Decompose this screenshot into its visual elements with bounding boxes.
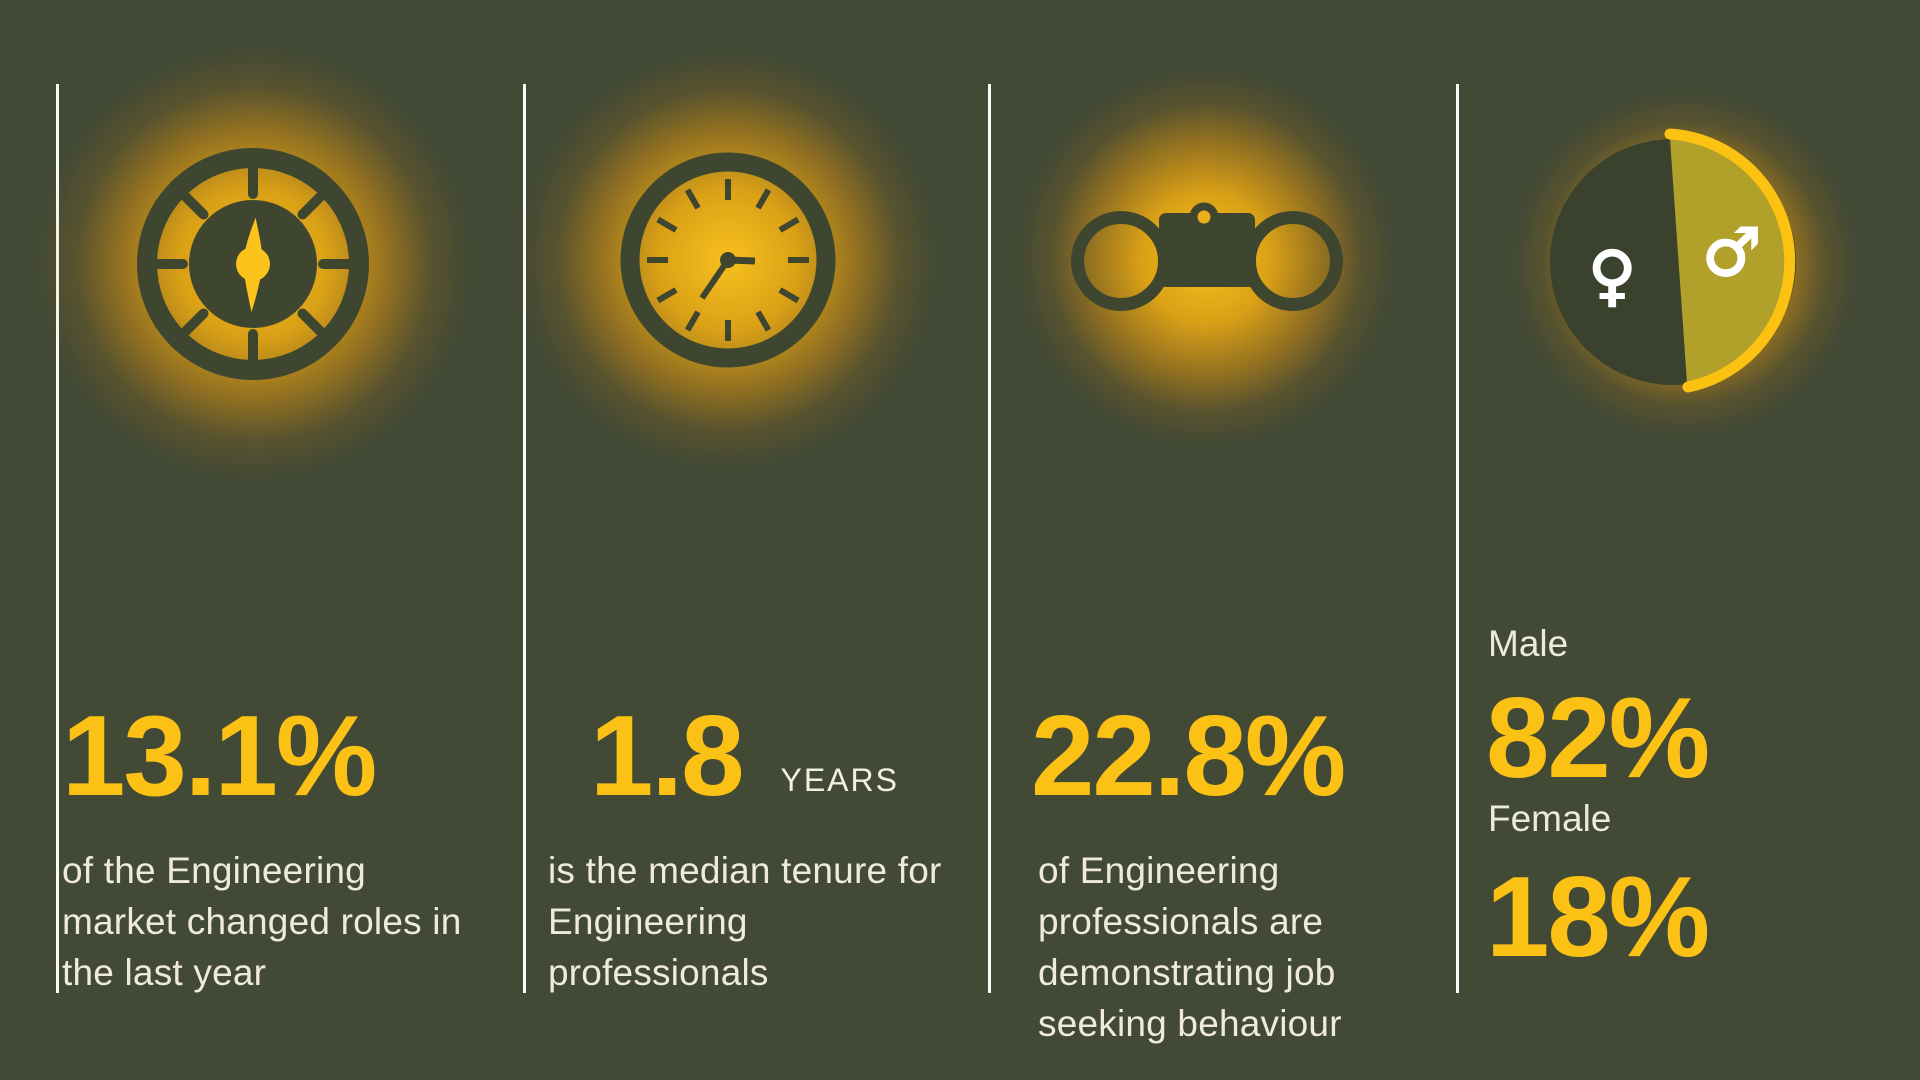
male-value: 82%: [1486, 675, 1710, 802]
column-divider: [523, 84, 526, 993]
stat-description: of Engineering professionals are demonst…: [1038, 850, 1342, 1044]
female-label: Female: [1488, 798, 1612, 839]
clock-icon: [620, 152, 836, 368]
stat-value: 1.8: [590, 693, 744, 820]
stat-value: 22.8%: [1031, 693, 1346, 820]
binoculars-icon: [1071, 202, 1343, 311]
male-icon: ♂: [1701, 214, 1762, 291]
stat-group: 1.8 YEARS: [590, 700, 899, 814]
gender-pie-chart: [1550, 128, 1796, 393]
stat-value: 13.1%: [62, 693, 377, 820]
pie-rim-highlight: [1664, 128, 1796, 393]
female-value: 18%: [1486, 854, 1710, 981]
female-icon: ♀: [1587, 237, 1637, 314]
column-divider: [56, 84, 59, 993]
column-divider: [1456, 84, 1459, 993]
compass-needle: [236, 217, 270, 313]
male-label: Male: [1488, 623, 1569, 664]
compass-icon: [137, 148, 369, 380]
stat-description: is the median tenure for Engineering pro…: [548, 850, 942, 993]
column-divider: [988, 84, 991, 993]
pie-slice-male: [1670, 139, 1789, 383]
stat-unit: YEARS: [780, 762, 899, 798]
stat-description: of the Engineering market changed roles …: [62, 850, 462, 993]
